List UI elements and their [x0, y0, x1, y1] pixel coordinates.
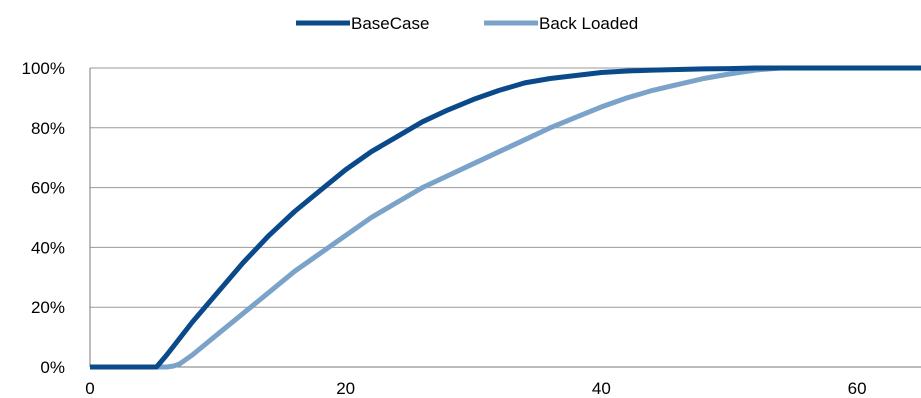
axes — [89, 68, 921, 368]
legend-label-basecase: BaseCase — [351, 14, 429, 33]
y-tick-label: 20% — [31, 298, 65, 317]
legend-label-back-loaded: Back Loaded — [539, 14, 638, 33]
series-line-back-loaded — [90, 65, 921, 370]
x-tick-label: 40 — [592, 379, 611, 398]
y-tick-label: 60% — [31, 179, 65, 198]
series-lines — [90, 65, 921, 370]
y-axis-tick-labels: 0% 20% 40% 60% 80% 100% — [22, 59, 65, 377]
series-line-basecase — [90, 65, 921, 370]
x-tick-label: 60 — [848, 379, 867, 398]
legend: BaseCase Back Loaded — [296, 14, 638, 33]
y-tick-label: 100% — [22, 59, 65, 78]
y-tick-label: 80% — [31, 119, 65, 138]
x-tick-label: 20 — [336, 379, 355, 398]
y-tick-label: 0% — [40, 358, 65, 377]
y-tick-label: 40% — [31, 238, 65, 257]
x-tick-label: 0 — [85, 379, 94, 398]
x-axis-tick-labels: 0 20 40 60 — [85, 379, 866, 398]
gridlines — [90, 67, 921, 308]
